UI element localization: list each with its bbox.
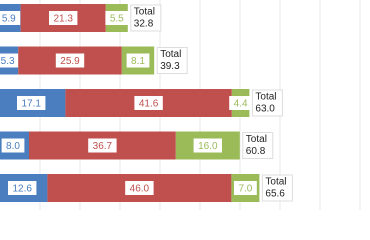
data-label-box xyxy=(0,53,19,68)
data-label: 16.0 xyxy=(198,141,218,152)
data-label: 5.3 xyxy=(1,56,15,67)
data-label: 46.0 xyxy=(130,184,150,195)
total-value: 60.8 xyxy=(246,146,266,157)
data-label-box xyxy=(1,138,25,153)
data-label-box xyxy=(0,11,21,25)
data-label-box xyxy=(17,96,46,110)
total-box xyxy=(156,47,188,74)
total-value: 39.3 xyxy=(160,61,180,72)
data-label: 8.0 xyxy=(6,141,20,152)
total-label: Total xyxy=(134,7,155,18)
data-label-box xyxy=(55,53,85,68)
data-label: 41.6 xyxy=(139,99,159,110)
data-label: 21.3 xyxy=(53,14,73,25)
total-label: Total xyxy=(255,92,276,103)
data-label-box xyxy=(134,96,163,110)
total-label: Total xyxy=(246,134,267,145)
total-box xyxy=(251,89,283,117)
total-box xyxy=(261,174,293,202)
total-label: Total xyxy=(265,177,286,188)
data-label-box xyxy=(49,11,78,25)
data-label: 25.9 xyxy=(60,56,80,67)
data-label-box xyxy=(234,181,257,195)
data-label-box xyxy=(126,53,150,68)
total-value: 32.8 xyxy=(134,19,154,30)
data-label-box xyxy=(105,11,129,25)
data-label: 12.6 xyxy=(12,184,32,195)
total-box xyxy=(130,4,162,32)
data-label: 5.9 xyxy=(2,14,16,25)
data-label-box xyxy=(125,181,154,195)
data-label: 4.4 xyxy=(234,99,248,110)
data-label: 8.1 xyxy=(131,56,145,67)
data-label-box xyxy=(8,181,37,195)
total-value: 63.0 xyxy=(255,104,275,115)
total-label: Total xyxy=(160,49,181,60)
total-value: 65.6 xyxy=(265,189,285,200)
data-label: 5.5 xyxy=(110,14,124,25)
data-label: 36.7 xyxy=(93,141,113,152)
data-label-box xyxy=(88,138,117,153)
data-label-box xyxy=(193,138,222,153)
total-box xyxy=(242,132,274,159)
data-label: 7.0 xyxy=(238,184,252,195)
data-label-box xyxy=(229,96,252,110)
data-label: 17.1 xyxy=(21,99,41,110)
